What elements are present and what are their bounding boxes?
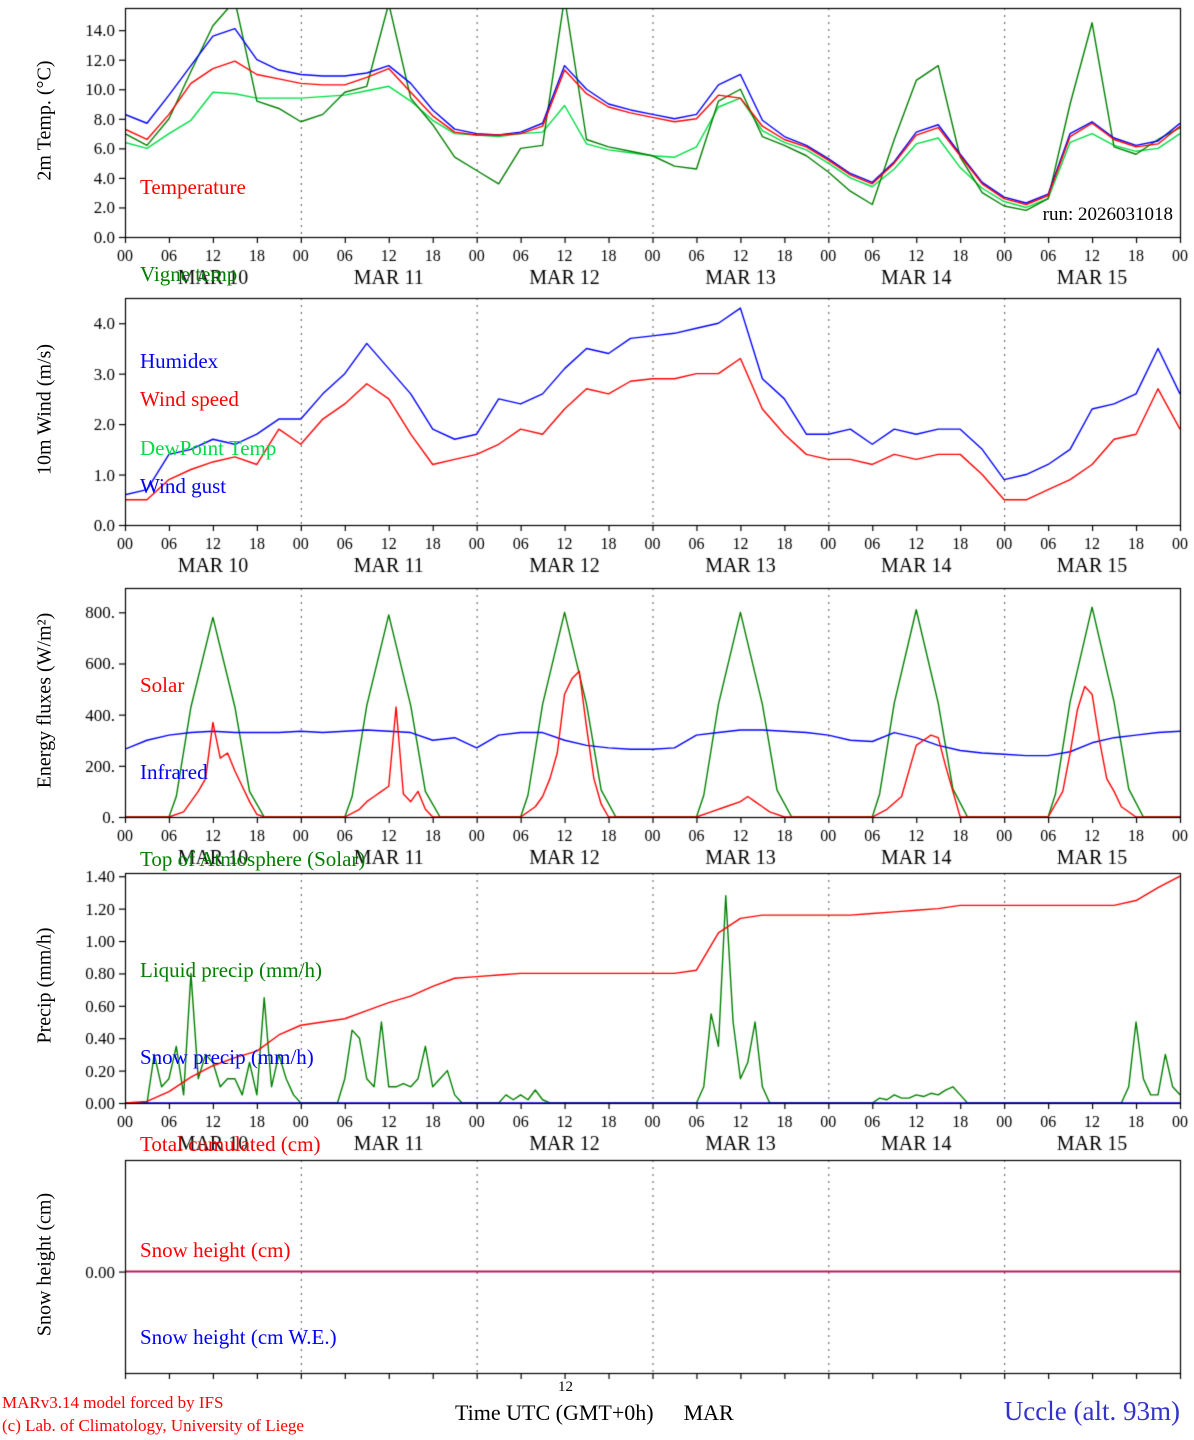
legend-energy-panel: Solar Infrared Top of Atmosphere (Solar) (140, 613, 365, 932)
legend-item-snow-height: Snow height (cm) (140, 1238, 291, 1262)
x-axis-title-text: Time UTC (GMT+0h) (455, 1400, 654, 1425)
legend-item-vigne-temp: Vigne temp (140, 262, 238, 286)
y-axis-label-temp: 2m Temp. (°C) (33, 60, 56, 181)
legend-item-liquid-precip: Liquid precip (mm/h) (140, 958, 322, 982)
legend-item-wind-gust: Wind gust (140, 474, 227, 498)
legend-item-snow-height-we: Snow height (cm W.E.) (140, 1325, 337, 1349)
x-axis-month: MAR (683, 1400, 734, 1425)
y-axis-label-snow: Snow height (cm) (33, 1192, 56, 1337)
legend-item-cumulated: Total cumulated (cm) (140, 1132, 321, 1156)
legend-item-snow-precip: Snow precip (mm/h) (140, 1045, 314, 1069)
bottom-tick-artifact: 12 (558, 1379, 573, 1395)
y-axis-label-energy: Energy fluxes (W/m²) (33, 612, 56, 789)
legend-item-humidex: Humidex (140, 349, 219, 373)
credit-laboratory: (c) Lab. of Climatology, University of L… (2, 1416, 304, 1435)
station-label: Uccle (alt. 93m) (1003, 1396, 1180, 1426)
legend-item-wind-speed: Wind speed (140, 387, 239, 411)
credit-model: MARv3.14 model forced by IFS (2, 1393, 224, 1412)
legend-item-temperature: Temperature (140, 175, 246, 199)
legend-item-dewpoint: DewPoint Temp (140, 436, 277, 460)
y-axis-label-wind: 10m Wind (m/s) (33, 343, 56, 476)
legend-snow-panel: Snow height (cm) Snow height (cm W.E.) (140, 1178, 337, 1410)
legend-temperature-panel: Temperature Vigne temp Humidex DewPoint … (140, 115, 276, 521)
legend-item-infrared: Infrared (140, 760, 208, 784)
y-axis-label-precip: Precip (mm/h) (33, 927, 56, 1044)
legend-item-solar: Solar (140, 673, 185, 697)
legend-wind-panel: Wind speed Wind gust (140, 327, 239, 559)
x-axis-title: Time UTC (GMT+0h) MAR (455, 1400, 734, 1426)
legend-precip-panel: Liquid precip (mm/h) Snow precip (mm/h) … (140, 898, 322, 1217)
run-label: run: 2026031018 (1042, 204, 1173, 225)
legend-item-toa: Top of Atmosphere (Solar) (140, 847, 366, 871)
